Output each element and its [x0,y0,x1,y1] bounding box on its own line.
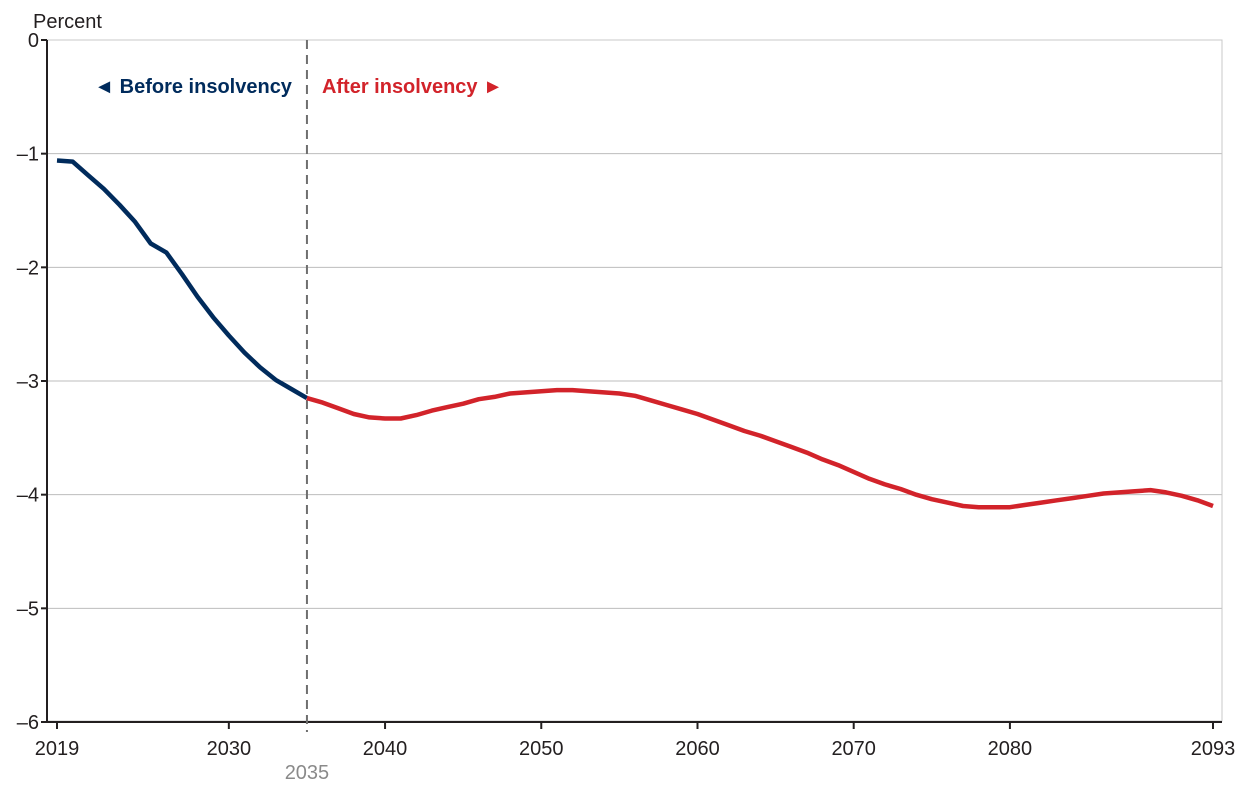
x-tick-label: 2019 [35,738,80,760]
y-axis: 0 –1 –2 –3 –4 –5 –6 [17,30,48,734]
x-tick-label: 2080 [988,738,1033,760]
before-insolvency-annotation: ◄ Before insolvency [94,76,293,98]
x-tick-label: 2050 [519,738,564,760]
x-tick-label: 2060 [675,738,720,760]
y-tick-label: –6 [17,712,39,734]
series [56,158,1214,510]
y-tick-label: 0 [28,30,39,52]
after-insolvency-annotation: After insolvency ► [322,76,503,98]
y-tick-label: –3 [17,371,39,393]
x-tick-label: 2030 [207,738,252,760]
y-tick-label: –5 [17,598,39,620]
y-tick-label: –2 [17,257,39,279]
x-tick-label: 2040 [363,738,408,760]
y-axis-title: Percent [33,11,102,33]
insolvency-year-label: 2035 [285,762,330,784]
grid-lines [47,39,1222,609]
series-line-after-insolvency [306,387,1214,510]
y-tick-label: –4 [17,485,39,507]
x-tick-label: 2070 [831,738,876,760]
y-tick-label: –1 [17,144,39,166]
x-tick-label: 2093 [1191,738,1236,760]
series-line-before-insolvency [56,158,309,401]
x-axis: 2019 2030 2040 2050 2060 2070 2080 2093 [35,721,1236,760]
